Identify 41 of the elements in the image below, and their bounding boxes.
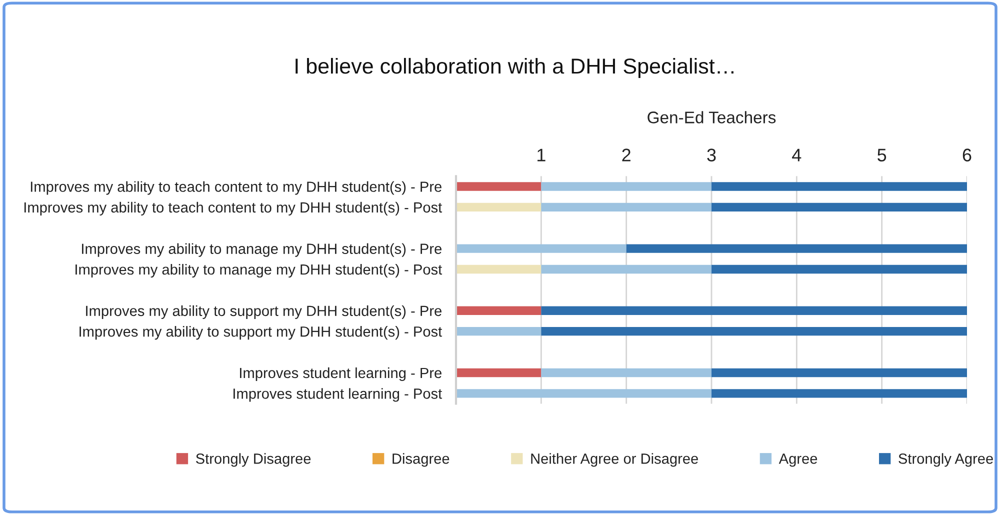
bar [712, 389, 967, 398]
bar [456, 202, 542, 212]
x-tick-label: 2 [622, 148, 630, 162]
y-tick-label: Improves my ability to manage my DHH student(s) - Pre [82, 243, 442, 257]
chart-title: I believe collaboration with a DHH Specialist… [296, 58, 734, 78]
y-tick-label: Improves my ability to teach content to my DHH student(s) - Pre [30, 181, 442, 195]
bar [456, 264, 542, 274]
bar [541, 202, 712, 212]
x-tick-label: 1 [538, 148, 546, 162]
x-tick-label: 5 [878, 148, 886, 162]
legend-label: Strongly Agree [898, 453, 993, 467]
bar [541, 182, 712, 191]
y-tick-label: Improves my ability to teach content to my DHH student(s) - Post [24, 202, 442, 216]
bar [712, 182, 967, 191]
legend-label: Neither Agree or Disagree [531, 453, 698, 467]
bar [541, 368, 712, 378]
bar [456, 326, 542, 336]
x-tick-label: 3 [707, 148, 716, 162]
bar [712, 264, 967, 274]
x-tick-label: 6 [962, 148, 972, 162]
bar [541, 264, 712, 274]
y-tick-label: Improves my ability to support my DHH student(s) - Pre [86, 305, 442, 319]
bar [456, 182, 542, 191]
bar [541, 326, 967, 336]
x-axis-title: Gen-Ed Teachers [648, 111, 776, 124]
y-tick-label: Improves my ability to manage my DHH student(s) - Post [76, 264, 442, 278]
y-tick-label: Improves student learning - Pre [240, 367, 442, 382]
bar [541, 306, 967, 315]
bar [712, 202, 967, 212]
bar [456, 389, 712, 398]
y-tick-label: Improves student learning - Post [234, 388, 442, 402]
legend-label: Agree [778, 454, 818, 467]
x-tick-label: 4 [792, 148, 802, 162]
bar [712, 368, 967, 378]
bar [456, 244, 626, 253]
bar [626, 244, 967, 253]
y-tick-label: Improves my ability to support my DHH student(s) - Post [80, 326, 442, 340]
bar [456, 306, 542, 315]
legend-label: Disagree [392, 453, 450, 467]
legend-label: Strongly Disagree [196, 453, 311, 467]
bar [456, 368, 542, 378]
